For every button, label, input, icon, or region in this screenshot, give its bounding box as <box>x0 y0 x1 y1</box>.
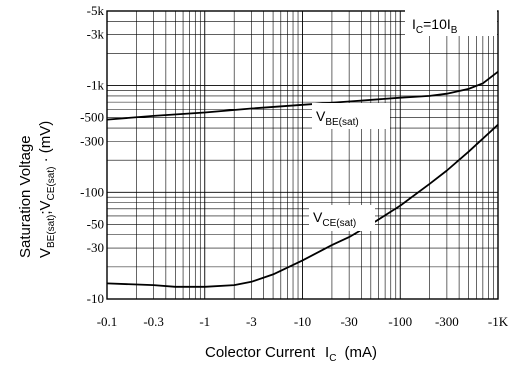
y-axis-line1: Saturation Voltage <box>17 135 34 258</box>
svg-text:IC=10IB: IC=10IB <box>412 16 458 36</box>
y-axis-vce-sub: CE(sat) <box>46 167 57 201</box>
x-tick-label: -0.3 <box>143 314 164 329</box>
series-line-vbe-sat <box>106 70 499 121</box>
condition-sub: C <box>416 25 423 36</box>
y-axis-vbe: V <box>37 248 54 258</box>
y-axis-unit: · (mV) <box>37 121 54 167</box>
y-tick-label: -1k <box>87 78 105 93</box>
y-tick-label: -500 <box>80 110 104 125</box>
svg-text:VCE(sat): VCE(sat) <box>313 209 356 229</box>
y-tick-label: -300 <box>80 133 104 148</box>
condition-rest: =10I <box>423 16 451 32</box>
series-line-vce-sat <box>106 124 499 288</box>
series-label-vbe: VBE(sat) <box>312 103 390 129</box>
y-axis-title: Saturation Voltage VBE(sat);VCE(sat) · (… <box>17 121 57 258</box>
series-vbe-name: V <box>316 108 326 124</box>
y-axis-vce: ;V <box>37 200 54 214</box>
series-label-vce: VCE(sat) <box>309 205 375 231</box>
y-tick-label: -50 <box>87 216 104 231</box>
x-tick-label: -300 <box>435 314 459 329</box>
series-vce-name: V <box>313 209 323 225</box>
x-tick-label: -10 <box>294 314 311 329</box>
condition-sub2: B <box>451 25 458 36</box>
y-tick-label: -5k <box>87 3 105 18</box>
y-axis-line2: VBE(sat);VCE(sat) · (mV) <box>37 121 57 258</box>
x-tick-label: -1K <box>488 314 509 329</box>
x-tick-label: -100 <box>388 314 412 329</box>
x-tick-label: -3 <box>246 314 257 329</box>
y-axis-vbe-sub: BE(sat) <box>46 215 57 248</box>
tick-labels: -0.1 -0.3 -1 -3 -10 -30 -100 -300 -1K -5k -3k -1k -5… <box>80 3 509 329</box>
y-tick-label: -3k <box>87 27 105 42</box>
x-axis-title: Colector Current IC (mA) <box>205 344 377 364</box>
x-tick-label: -30 <box>340 314 357 329</box>
series-vce-sub: CE(sat) <box>322 218 356 229</box>
y-tick-label: -10 <box>87 291 104 306</box>
y-tick-label: -100 <box>80 184 104 199</box>
y-tick-label: -30 <box>87 240 104 255</box>
x-tick-label: -1 <box>199 314 210 329</box>
plot-frame <box>106 10 499 300</box>
grid <box>106 10 498 300</box>
x-axis-main: Colector Current <box>205 344 316 361</box>
x-axis-unit: (mA) <box>344 344 377 361</box>
series-vbe-sub: BE(sat) <box>325 117 358 128</box>
x-axis-symbol-sub: C <box>329 353 336 364</box>
x-axis-symbol: I <box>325 344 329 361</box>
series-lines <box>106 70 499 288</box>
svg-text:VBE(sat): VBE(sat) <box>316 108 359 128</box>
condition-i: I <box>412 16 416 32</box>
x-tick-label: -0.1 <box>97 314 118 329</box>
condition-annotation: IC=10IB <box>405 9 497 36</box>
